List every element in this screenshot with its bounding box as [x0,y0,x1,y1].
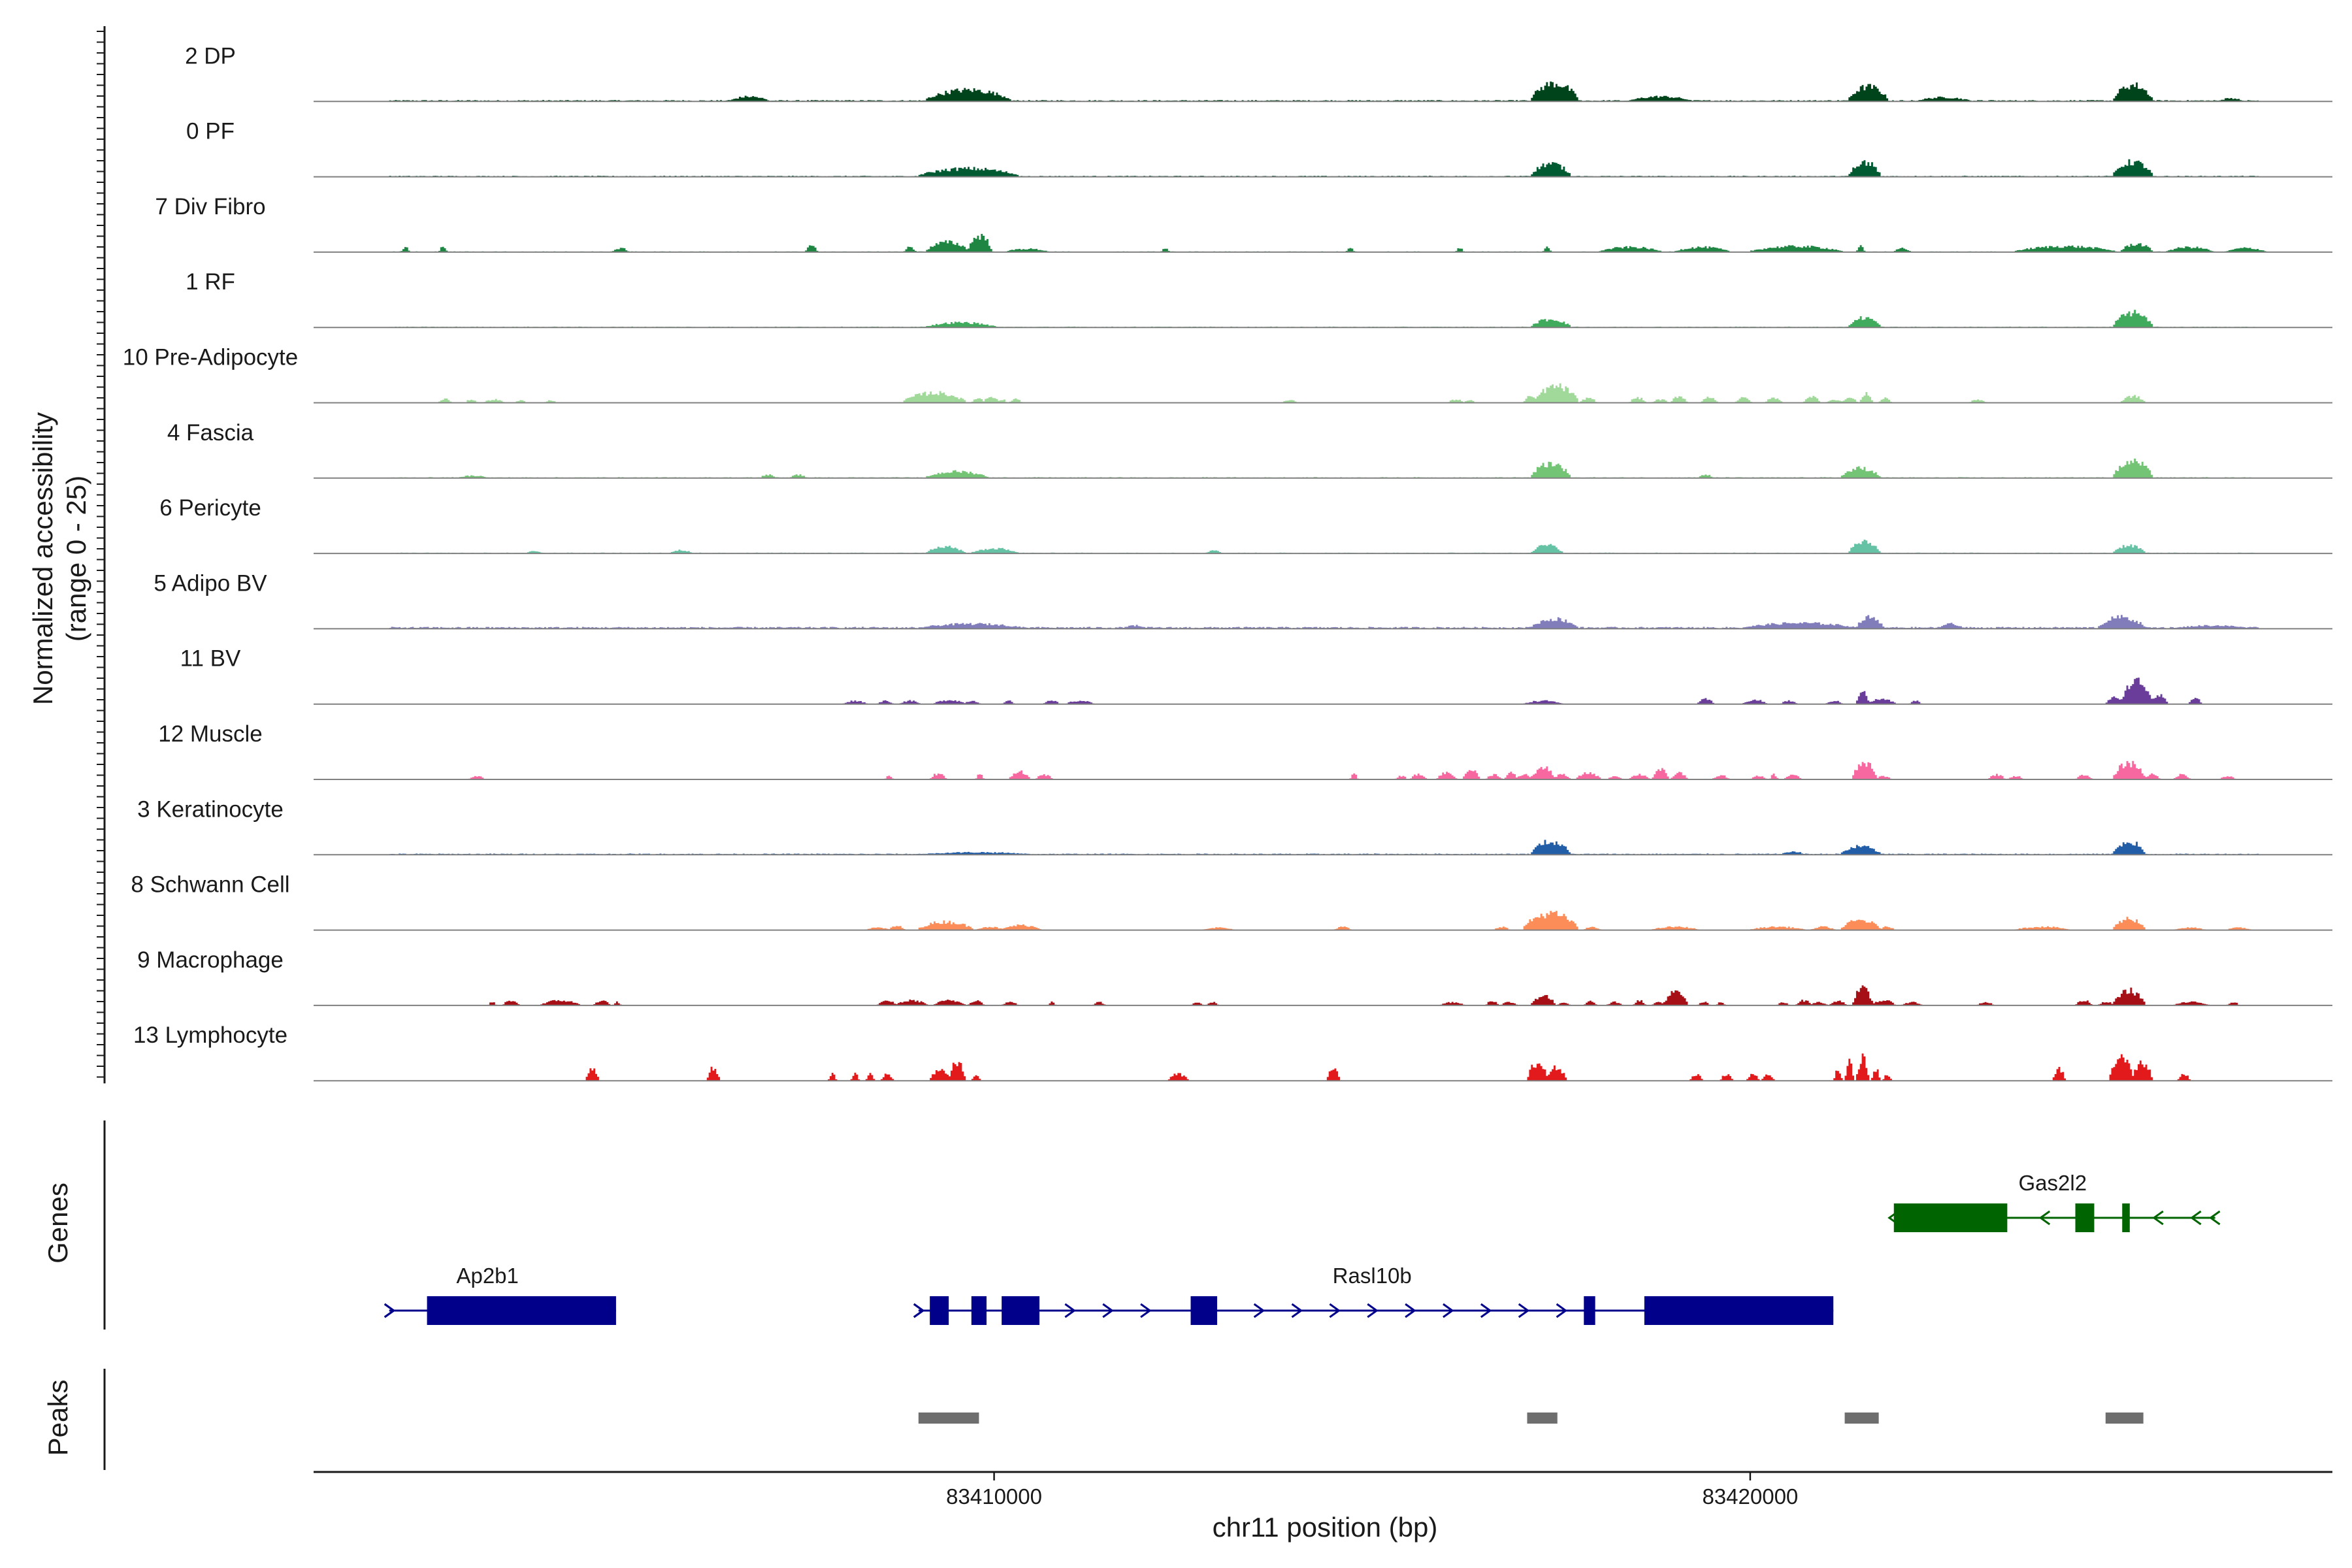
peak-region [2105,1413,2144,1424]
track-label: 2 DP [185,43,236,69]
peak-region [918,1413,979,1424]
track-4-fascia: 4 Fascia [167,420,2332,479]
coverage-area [314,760,2332,779]
gene-exon [2122,1203,2130,1232]
gene-exon [1893,1203,2008,1232]
track-label: 4 Fascia [167,420,254,446]
gene-rasl10b: Rasl10b [913,1264,1834,1325]
strand-arrow [1064,1303,1076,1318]
coverage-area [314,615,2332,629]
gene-exon [1644,1296,1834,1325]
peak-region [1527,1413,1558,1424]
strand-arrow [1367,1303,1379,1318]
track-label: 13 Lymphocyte [133,1022,287,1048]
x-axis-title: chr11 position (bp) [1213,1512,1438,1543]
coverage-area [314,383,2332,403]
coverage-area [314,234,2332,252]
track-label: 10 Pre-Adipocyte [123,345,298,370]
track-label: 5 Adipo BV [154,570,267,596]
strand-arrow [1140,1303,1152,1318]
gene-exon [427,1296,616,1325]
coverage-area [314,678,2332,704]
track-2-dp: 2 DP [185,43,2332,103]
peak-region [1844,1413,1879,1424]
gene-exon [930,1296,949,1325]
track-0-pf: 0 PF [186,119,2332,178]
x-tick-label: 83410000 [946,1484,1042,1509]
track-8-schwann-cell: 8 Schwann Cell [131,872,2332,931]
coverage-area [314,159,2332,177]
coverage-area [314,458,2332,478]
strand-arrow [1102,1303,1114,1318]
strand-arrow [1443,1303,1454,1318]
gene-exon [2075,1203,2095,1232]
track-3-keratinocyte: 3 Keratinocyte [137,796,2332,856]
peaks-panel [103,1369,2144,1470]
coverage-panel: 2 DP 0 PF 7 Div Fibro 1 RF 10 Pre-Adipocyte 4… [97,26,2332,1084]
coverage-area [314,840,2332,855]
strand-arrow [1291,1303,1303,1318]
genes-panel: Ap2b1 Rasl10b Gas2l2 [103,1120,2221,1330]
track-label: 3 Keratinocyte [137,796,284,822]
x-tick-label: 83420000 [1702,1484,1798,1509]
y-axis-range: (range 0 - 25) [61,476,91,642]
coverage-area [314,1053,2332,1081]
coverage-area [314,540,2332,554]
gene-label: Rasl10b [1333,1264,1412,1288]
track-9-macrophage: 9 Macrophage [137,947,2332,1006]
track-11-bv: 11 BV [180,646,2332,705]
gene-exon [1584,1296,1595,1325]
x-axis: 83410000 83420000 [314,1471,2332,1509]
track-label: 1 RF [186,269,235,295]
track-label: 0 PF [186,119,235,144]
strand-arrow [2190,1210,2202,1226]
strand-arrow [1405,1303,1416,1318]
track-10-pre-adipocyte: 10 Pre-Adipocyte [123,345,2332,404]
gene-exon [1002,1296,1040,1325]
strand-arrow [1518,1303,1530,1318]
track-7-div-fibro: 7 Div Fibro [155,194,2332,253]
coverage-area [314,985,2332,1005]
track-label: 6 Pericyte [159,495,261,521]
y-axis-title: Normalized accessibility [27,412,58,705]
strand-arrow [1480,1303,1492,1318]
strand-arrow [2209,1210,2221,1226]
track-5-adipo-bv: 5 Adipo BV [154,570,2332,630]
track-1-rf: 1 RF [186,269,2332,329]
track-13-lymphocyte: 13 Lymphocyte [133,1022,2332,1082]
genes-track-label: Genes [42,1183,73,1264]
strand-arrow [1329,1303,1341,1318]
strand-arrow [384,1303,396,1318]
strand-arrow [1253,1303,1266,1318]
strand-arrow [1556,1303,1568,1318]
gene-ap2b1: Ap2b1 [384,1264,616,1325]
strand-arrow [913,1303,925,1318]
track-label: 9 Macrophage [137,947,284,973]
track-label: 8 Schwann Cell [131,872,289,898]
track-label: 12 Muscle [158,721,263,747]
peaks-track-label: Peaks [42,1380,73,1456]
gene-label: Gas2l2 [2019,1171,2087,1195]
gene-exon [971,1296,987,1325]
track-12-muscle: 12 Muscle [158,721,2332,780]
coverage-area [314,911,2332,930]
gene-label: Ap2b1 [456,1264,518,1288]
coverage-area [314,81,2332,102]
track-6-pericyte: 6 Pericyte [159,495,2332,555]
gene-exon [1190,1296,1217,1325]
track-label: 7 Div Fibro [155,194,265,220]
gene-gas2l2: Gas2l2 [1887,1171,2221,1232]
strand-arrow [1887,1210,1899,1226]
coverage-area [314,310,2332,328]
strand-arrow [2152,1210,2164,1226]
track-label: 11 BV [180,646,241,672]
strand-arrow [2038,1210,2051,1226]
